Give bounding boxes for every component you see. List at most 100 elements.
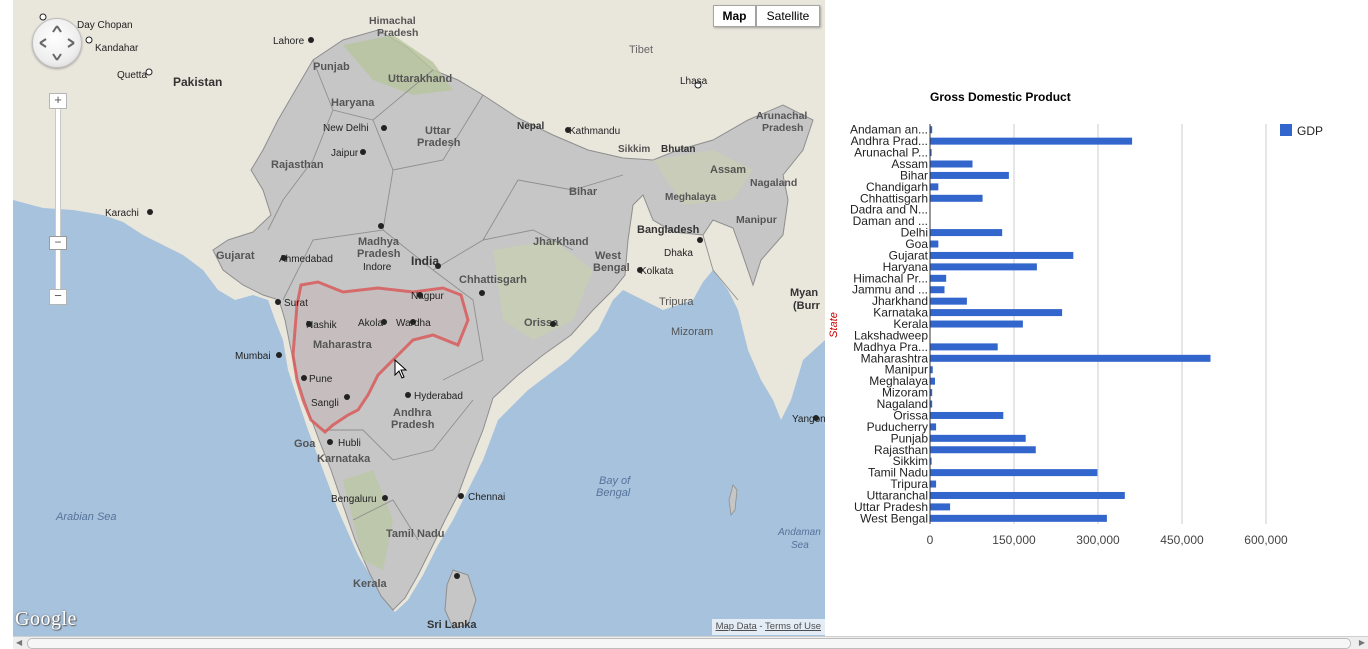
svg-text:Meghalaya: Meghalaya — [665, 192, 717, 203]
legend-label-gdp: GDP — [1297, 124, 1323, 138]
svg-text:Jaipur: Jaipur — [331, 148, 359, 159]
svg-text:Kerala: Kerala — [353, 578, 388, 590]
x-tick-label: 450,000 — [1160, 533, 1204, 547]
scroll-left-icon[interactable]: ◀ — [16, 638, 23, 647]
svg-text:Maharastra: Maharastra — [313, 339, 373, 351]
svg-text:Karachi: Karachi — [105, 208, 139, 219]
bar-gdp[interactable] — [930, 320, 1023, 328]
bar-gdp[interactable] — [930, 297, 967, 305]
bar-gdp[interactable] — [930, 229, 1003, 237]
svg-text:Pradesh: Pradesh — [417, 137, 461, 149]
bar-gdp[interactable] — [930, 389, 933, 397]
svg-text:Indore: Indore — [363, 262, 392, 273]
zoom-out-button[interactable]: − — [49, 289, 67, 305]
svg-text:Uttarakhand: Uttarakhand — [388, 73, 452, 85]
svg-text:Rajasthan: Rajasthan — [271, 159, 324, 171]
category-label: Tamil Nadu — [868, 466, 928, 480]
map-type-map-button[interactable]: Map — [713, 5, 756, 27]
bar-gdp[interactable] — [930, 251, 1074, 259]
svg-text:Chhattisgarh: Chhattisgarh — [459, 274, 527, 286]
svg-text:Kandahar: Kandahar — [95, 43, 139, 54]
bar-gdp[interactable] — [930, 263, 1037, 271]
svg-text:Bengaluru: Bengaluru — [331, 494, 377, 505]
svg-text:Day Chopan: Day Chopan — [77, 20, 133, 31]
bar-gdp[interactable] — [930, 240, 939, 248]
chart-canvas: Gross Domestic Product State Andaman an.… — [828, 90, 1323, 547]
google-logo: Google — [15, 608, 77, 630]
left-margin — [0, 0, 13, 636]
svg-text:Arunachal: Arunachal — [756, 110, 807, 122]
map-data-link[interactable]: Map Data — [715, 621, 757, 632]
bar-gdp[interactable] — [930, 480, 937, 488]
svg-text:Kolkata: Kolkata — [640, 266, 674, 277]
x-tick-label: 150,000 — [992, 533, 1036, 547]
category-label: Dadra and N... — [850, 203, 928, 217]
svg-text:New Delhi: New Delhi — [323, 123, 369, 134]
bar-gdp[interactable] — [930, 274, 947, 282]
svg-text:Nashik: Nashik — [306, 320, 338, 331]
svg-text:Assam: Assam — [710, 164, 746, 176]
pan-control[interactable] — [32, 18, 82, 68]
bar-gdp[interactable] — [930, 446, 1036, 454]
bar-gdp[interactable] — [930, 160, 973, 168]
svg-text:(Burr: (Burr — [793, 300, 821, 312]
scrollbar-thumb[interactable] — [27, 638, 1351, 649]
category-label: Madhya Pra... — [853, 340, 928, 354]
svg-text:Nepal: Nepal — [517, 121, 544, 132]
map-footer: Map Data - Terms of Use — [711, 619, 825, 635]
y-axis-title: State — [828, 312, 840, 338]
bar-gdp[interactable] — [930, 514, 1107, 522]
horizontal-scrollbar[interactable]: ◀ ▶ — [13, 636, 1368, 649]
footer-separator: - — [759, 621, 763, 632]
terms-of-use-link[interactable]: Terms of Use — [765, 621, 821, 632]
category-label: Arunachal P... — [854, 146, 928, 160]
category-label: Daman and ... — [853, 214, 928, 228]
mouse-pointer-icon — [394, 359, 408, 379]
bar-gdp[interactable] — [930, 377, 935, 385]
category-label: Mizoram — [882, 386, 928, 400]
svg-text:Sea: Sea — [791, 540, 809, 551]
svg-text:Surat: Surat — [284, 298, 308, 309]
svg-text:Bengal: Bengal — [596, 487, 631, 499]
bar-gdp[interactable] — [930, 354, 1211, 362]
svg-text:Tripura: Tripura — [659, 296, 694, 308]
svg-text:India: India — [411, 254, 439, 268]
svg-text:Pradesh: Pradesh — [377, 27, 418, 39]
category-label: Karnataka — [873, 306, 928, 320]
svg-text:Gujarat: Gujarat — [216, 250, 255, 262]
category-label: Delhi — [901, 226, 928, 240]
bar-gdp[interactable] — [930, 137, 1133, 145]
zoom-in-button[interactable]: + — [49, 93, 67, 109]
bar-gdp[interactable] — [930, 400, 933, 408]
bar-gdp[interactable] — [930, 457, 932, 465]
category-label: Assam — [891, 157, 928, 171]
category-label: Bihar — [900, 168, 928, 182]
bar-gdp[interactable] — [930, 171, 1009, 179]
zoom-slider-track[interactable] — [55, 100, 61, 292]
map-type-satellite-button[interactable]: Satellite — [756, 5, 820, 27]
map-canvas: Pakistan India Nepal Bhutan Bangladesh S… — [13, 0, 825, 636]
bar-gdp[interactable] — [930, 434, 1026, 442]
category-label: Rajasthan — [874, 443, 928, 457]
bar-gdp[interactable] — [930, 503, 951, 511]
category-label: Haryana — [883, 260, 929, 274]
bar-gdp[interactable] — [930, 149, 932, 157]
bar-gdp[interactable] — [930, 491, 1125, 499]
bar-gdp[interactable] — [930, 469, 1098, 477]
bar-gdp[interactable] — [930, 309, 1063, 317]
category-label: Tripura — [890, 477, 928, 491]
zoom-slider-thumb[interactable]: − — [49, 236, 67, 250]
bar-gdp[interactable] — [930, 183, 939, 191]
chart-title: Gross Domestic Product — [930, 90, 1071, 104]
bar-gdp[interactable] — [930, 366, 933, 374]
bar-gdp[interactable] — [930, 423, 937, 431]
category-label: Orissa — [893, 408, 928, 422]
bar-gdp[interactable] — [930, 194, 983, 202]
svg-text:Goa: Goa — [294, 438, 316, 450]
bar-gdp[interactable] — [930, 411, 1004, 419]
bar-gdp[interactable] — [930, 286, 945, 294]
bar-gdp[interactable] — [930, 343, 998, 351]
bar-gdp[interactable] — [930, 126, 933, 134]
scroll-right-icon[interactable]: ▶ — [1358, 638, 1365, 647]
map-view[interactable]: Pakistan India Nepal Bhutan Bangladesh S… — [13, 0, 825, 636]
